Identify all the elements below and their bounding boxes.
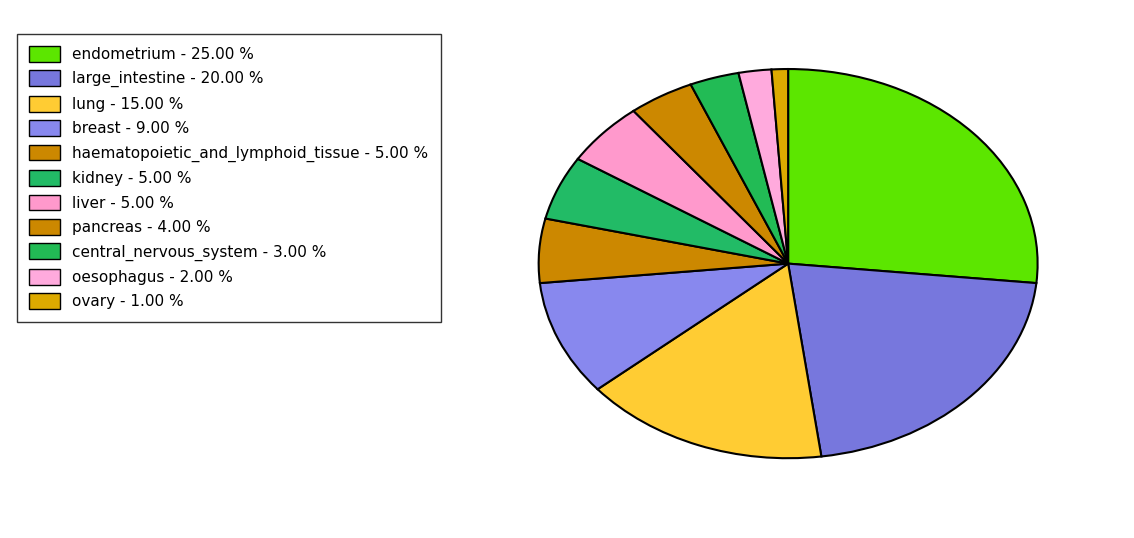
Wedge shape: [598, 264, 821, 458]
Wedge shape: [539, 218, 788, 283]
Wedge shape: [578, 111, 788, 264]
Legend: endometrium - 25.00 %, large_intestine - 20.00 %, lung - 15.00 %, breast - 9.00 : endometrium - 25.00 %, large_intestine -…: [17, 34, 440, 322]
Wedge shape: [788, 264, 1036, 456]
Wedge shape: [634, 84, 788, 264]
Wedge shape: [738, 69, 788, 264]
Wedge shape: [691, 73, 788, 264]
Wedge shape: [788, 69, 1038, 283]
Wedge shape: [545, 159, 788, 264]
Wedge shape: [540, 264, 788, 390]
Wedge shape: [771, 69, 788, 264]
